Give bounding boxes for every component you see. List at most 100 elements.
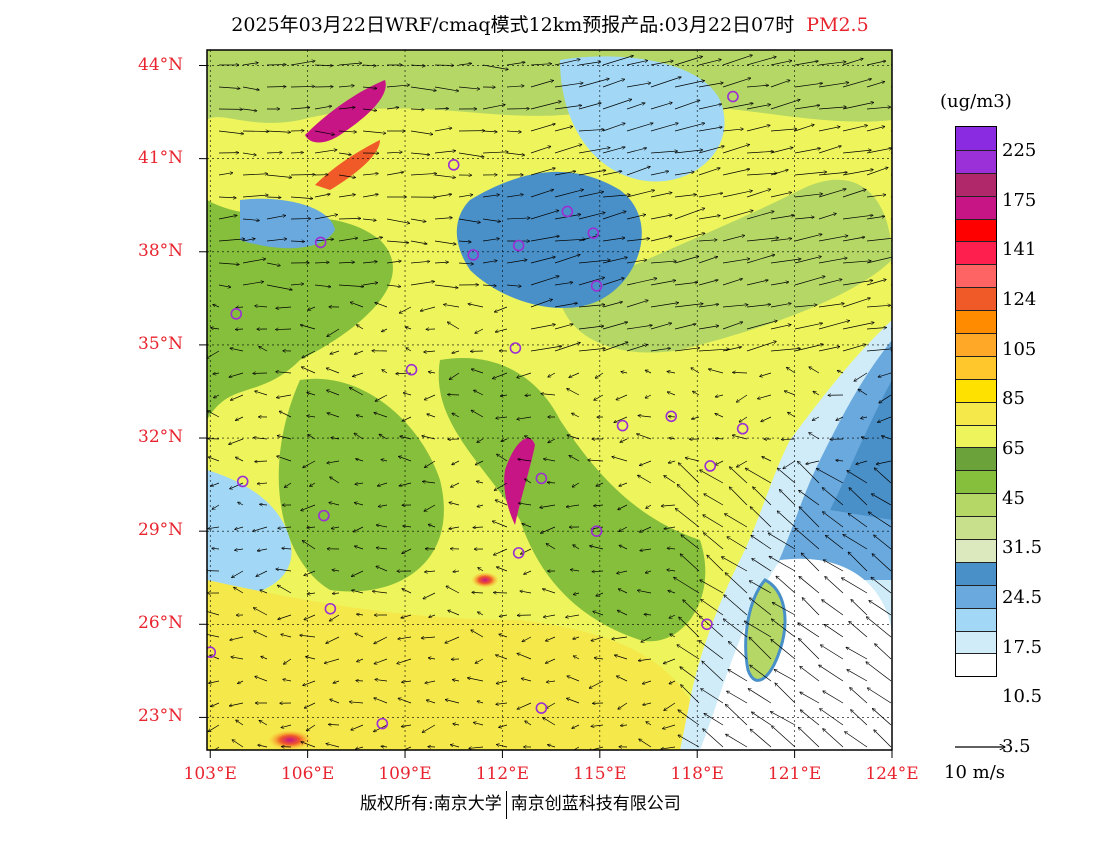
wind-arrow (650, 236, 672, 242)
wind-arrow (277, 456, 292, 462)
wind-arrow (327, 460, 340, 463)
wind-arrow (750, 665, 772, 682)
wind-arrow (704, 713, 724, 726)
colorbar-swatch (956, 539, 996, 562)
wind-arrow (374, 636, 388, 644)
wind-arrow (283, 679, 292, 681)
wind-arrow (818, 258, 847, 264)
wind-arrow (478, 567, 484, 572)
wind-arrow (496, 703, 508, 704)
wind-arrow (329, 502, 340, 506)
wind-arrow (746, 151, 773, 154)
wind-arrow (691, 368, 700, 374)
wind-arrow (668, 416, 676, 417)
wind-arrow (402, 681, 412, 682)
wind-arrow (668, 461, 676, 463)
wind-arrow (377, 482, 388, 486)
wind-arrow (703, 533, 724, 550)
wind-arrow (290, 197, 313, 199)
wind-arrow (458, 263, 473, 264)
wind-arrow (851, 600, 868, 616)
wind-arrow (890, 240, 892, 242)
wind-arrow (453, 571, 460, 572)
wind-arrow (674, 256, 699, 264)
wind-arrow (354, 503, 364, 506)
wind-arrow (569, 455, 580, 462)
wind-arrow (338, 262, 354, 263)
wind-arrow (310, 482, 316, 486)
wind-arrow (401, 614, 412, 618)
wind-arrow (349, 702, 364, 703)
wind-arrow (546, 681, 556, 682)
longitude-label: 106°E (280, 764, 335, 784)
wind-arrow (434, 151, 456, 154)
wind-arrow (386, 285, 401, 287)
wind-arrow (496, 567, 508, 572)
wind-arrow (842, 298, 870, 308)
wind-arrow (530, 101, 561, 110)
wind-arrow (530, 190, 554, 198)
wind-arrow (266, 262, 280, 266)
wind-arrow (277, 436, 292, 440)
wind-arrow (307, 593, 316, 594)
colorbar-label: 141 (1002, 239, 1037, 261)
city-marker (318, 509, 330, 522)
wind-arrow (850, 688, 868, 704)
wind-arrow (746, 173, 777, 176)
wind-arrow (329, 614, 340, 621)
wind-arrow (674, 282, 698, 286)
wind-arrow (674, 100, 700, 110)
wind-arrow (473, 722, 484, 726)
wind-arrow (314, 150, 337, 154)
wind-arrow (746, 125, 770, 132)
wind-arrow (290, 107, 310, 109)
wind-arrow (375, 679, 388, 681)
wind-arrow (522, 524, 532, 528)
footer-left: 版权所有:南京大学 (360, 794, 502, 814)
wind-arrow (746, 321, 777, 330)
wind-arrow (330, 699, 340, 704)
wind-arrow (722, 235, 745, 242)
wind-arrow (208, 527, 220, 529)
wind-arrow (751, 712, 772, 726)
concentration-zone (456, 171, 642, 309)
wind-arrow (626, 260, 647, 264)
wind-arrow (866, 617, 892, 638)
wind-arrow (452, 680, 460, 681)
city-marker (701, 618, 713, 631)
wind-arrow (700, 470, 724, 484)
wind-arrow (722, 169, 750, 176)
wind-arrow (314, 215, 338, 220)
wind-arrow (530, 64, 552, 65)
wind-arrow (381, 459, 388, 461)
wind-arrow (596, 592, 604, 596)
wind-arrow (771, 726, 796, 748)
wind-arrow (477, 612, 484, 616)
wind-arrow (397, 658, 412, 664)
wind-arrow (255, 461, 268, 462)
sea (700, 558, 892, 750)
wind-arrow (328, 724, 340, 725)
wind-arrow (210, 655, 220, 660)
wind-arrow (452, 351, 460, 353)
wind-arrow (211, 702, 220, 707)
wind-arrow (677, 484, 700, 506)
wind-arrow (554, 324, 573, 330)
wind-arrow (378, 505, 388, 507)
city-marker (230, 308, 243, 320)
wind-arrow (338, 86, 354, 87)
wind-arrow (434, 262, 448, 263)
graticule (207, 50, 892, 750)
wind-arrow (494, 482, 508, 490)
wind-arrow (566, 614, 580, 617)
colorbar-swatch (956, 447, 996, 471)
city-marker (590, 525, 603, 537)
wind-arrow (290, 241, 305, 242)
colorbar (955, 126, 997, 678)
colorbar-swatch (956, 149, 996, 173)
wind-arrow (724, 595, 748, 616)
wind-arrow (602, 99, 632, 110)
wind-arrow (664, 476, 676, 484)
wind-arrow (554, 126, 573, 132)
wind-arrow (877, 416, 892, 422)
